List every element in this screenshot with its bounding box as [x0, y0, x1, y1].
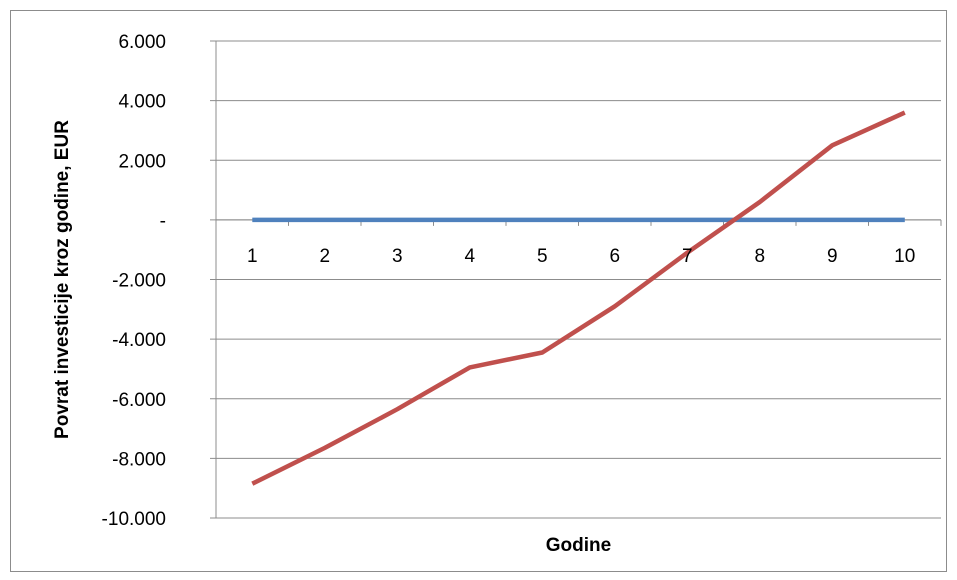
y-tick-label: 4.000 — [118, 92, 166, 113]
x-tick-label: 2 — [319, 246, 330, 267]
chart-frame — [10, 10, 947, 572]
y-tick-label: -2.000 — [112, 271, 166, 292]
y-tick-labels: 6.000 4.000 2.000 - -2.000 -4.000 -6.000 -8.000… — [102, 32, 166, 530]
x-tick-label: 7 — [682, 246, 693, 267]
y-tick-label: -8.000 — [112, 449, 166, 470]
y-tick-label: -10.000 — [102, 509, 166, 530]
y-tick-label: 6.000 — [118, 32, 166, 53]
y-tick-label: 2.000 — [118, 151, 166, 172]
y-tick-label: -6.000 — [112, 390, 166, 411]
x-tick-label: 3 — [392, 246, 403, 267]
x-tick-label: 9 — [827, 246, 838, 267]
x-tick-label: 5 — [537, 246, 548, 267]
x-tick-label: 8 — [754, 246, 765, 267]
x-tick-labels: 1 2 3 4 5 6 7 8 9 10 — [247, 246, 915, 267]
x-tick-label: 1 — [247, 246, 258, 267]
gridlines — [216, 40, 941, 519]
x-tick-label: 6 — [609, 246, 620, 267]
y-tick-label: - — [160, 211, 166, 232]
x-axis-title: Godine — [546, 535, 611, 556]
y-axis-title: Povrat investicije kroz godine, EUR — [52, 120, 73, 439]
series-lines — [251, 110, 906, 486]
x-tick-label: 10 — [894, 246, 915, 267]
x-tick-label: 4 — [464, 246, 475, 267]
series-line-2 — [251, 110, 906, 486]
y-tick-label: -4.000 — [112, 330, 166, 351]
